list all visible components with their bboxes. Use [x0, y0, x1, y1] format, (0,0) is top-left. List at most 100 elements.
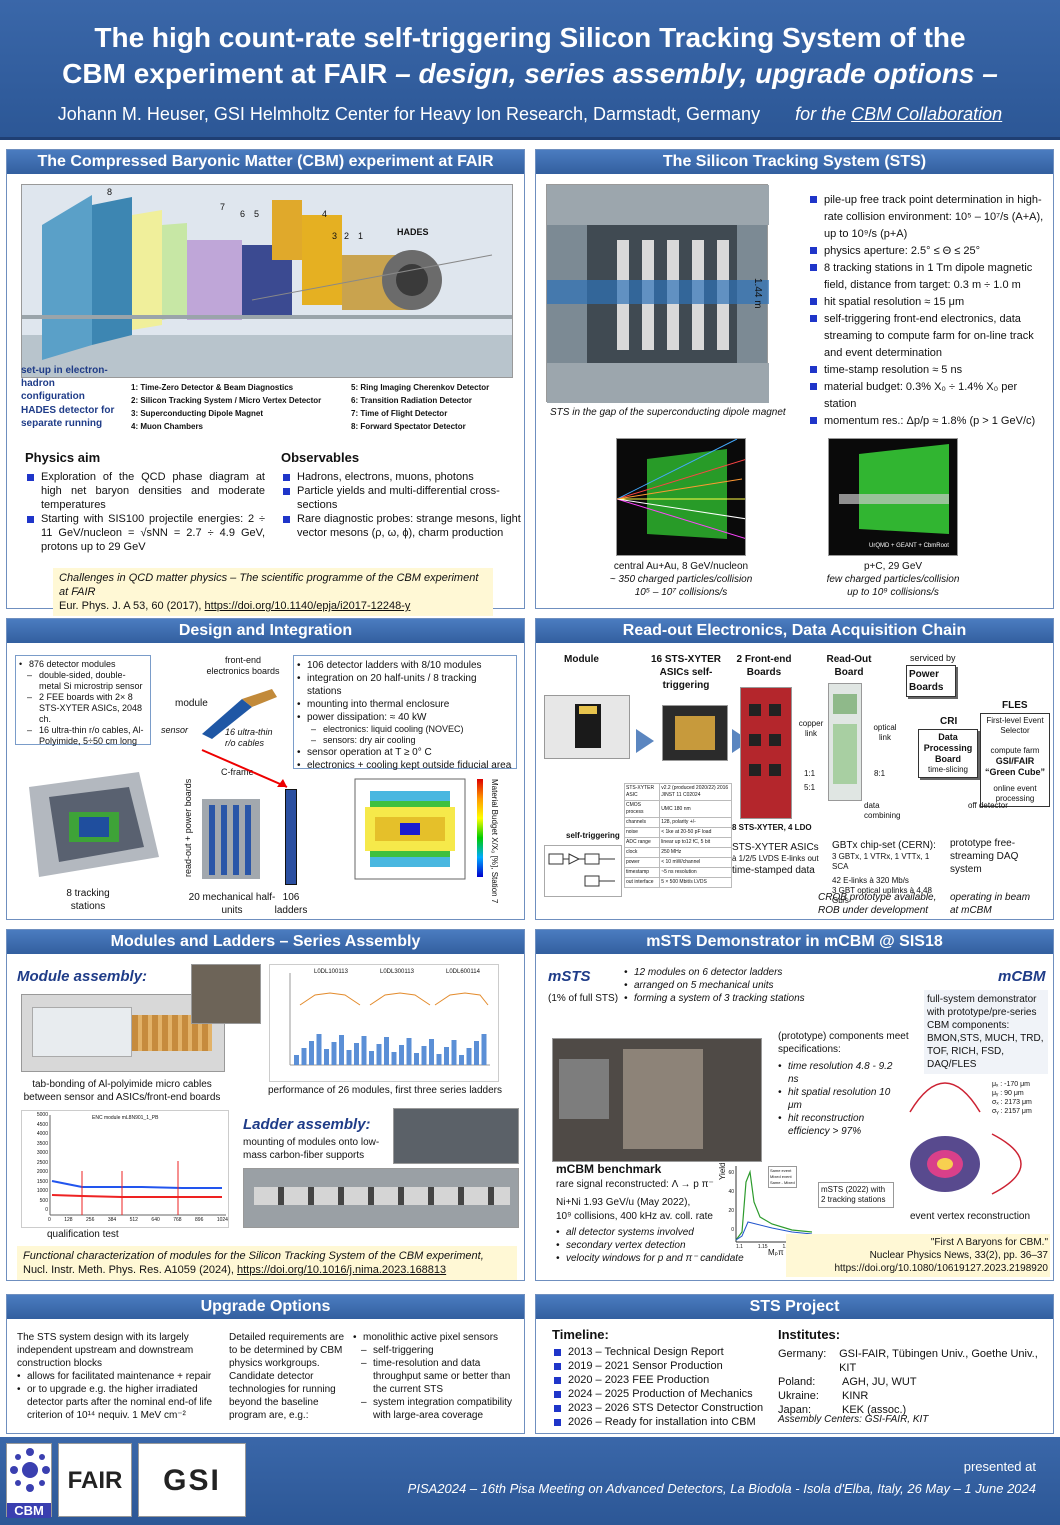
cite-line: Nuclear Physics News, 33(2), pp. 36–37	[869, 1250, 1048, 1261]
bench-line2: Ni+Ni 1.93 GeV/u (May 2022),	[556, 1197, 691, 1208]
msts-label: mSTS	[548, 968, 591, 985]
module-svg	[202, 689, 277, 739]
circuit-svg	[548, 853, 615, 887]
msts-bullets: 12 modules on 6 detector ladders arrange…	[624, 966, 854, 1005]
cite-link[interactable]: https://doi.org/10.1080/10619127.2023.21…	[834, 1263, 1048, 1274]
spec-item: hit reconstruction efficiency > 97%	[778, 1112, 898, 1138]
perf-bar	[436, 1054, 442, 1065]
vertex-param: σₓ : 2173 μm	[992, 1099, 1032, 1106]
cite-link[interactable]: https://doi.org/10.1140/epja/i2017-12248…	[204, 600, 411, 612]
box-subitem: electronics: liquid cooling (NOVEC)	[311, 724, 513, 735]
cite-title: Functional characterization of modules f…	[23, 1250, 484, 1262]
perf-bar	[346, 1050, 352, 1065]
gbtx-title: GBTx chip-set (CERN):	[832, 840, 936, 851]
ytick: 0	[731, 1227, 734, 1233]
caption-line: few charged particles/collision	[826, 574, 960, 585]
sim-pc-image: UrQMD + GEANT + CbmRoot	[828, 438, 958, 556]
spec-key: power	[623, 857, 661, 868]
msts-bullet: arranged on 5 mechanical units	[624, 979, 854, 992]
spec-row: STS-XYTER ASIC v2.2 (produced 2020/22) 20…	[623, 783, 732, 801]
gsi-logo-text: GSI	[163, 1464, 221, 1497]
institute-row: Germany: GSI-FAIR, Tübingen Univ., Goethe…	[778, 1347, 1048, 1375]
mcbm-box: full-system demonstrator with prototype/…	[924, 990, 1048, 1074]
qual-chart: ENC module mL8N901_1_PB 5000 4500 4000 3…	[21, 1110, 229, 1228]
gbtx-line: 42 E-links à 320 Mb/s	[832, 876, 909, 885]
msts-note: mSTS (2022) with 2 tracking stations	[818, 1182, 894, 1208]
power-boards[interactable]: Power Boards	[906, 665, 956, 697]
tab-caption: tab-bonding of Al-polyimide micro cables…	[23, 1079, 221, 1103]
box-item: integration on 20 half-units / 8 trackin…	[297, 672, 513, 698]
spec-table: STS-XYTER ASIC v2.2 (produced 2020/22) 20…	[623, 783, 732, 888]
num-7: 7	[220, 202, 226, 212]
vertex-caption: event vertex reconstruction	[910, 1211, 1031, 1222]
perf-bar	[391, 1052, 397, 1065]
halfunits-drawing	[197, 789, 267, 885]
legend-left: 1: Time-Zero Detector & Beam Diagnostics…	[131, 383, 341, 432]
ladder-tool-photo	[393, 1108, 519, 1164]
upgrade-subitem: system integration compatibility with la…	[361, 1396, 519, 1422]
bench-list: all detector systems involved secondary …	[556, 1226, 766, 1265]
spec-key: noise	[623, 827, 661, 838]
perf-bar	[414, 1053, 419, 1065]
xtick: 128	[64, 1217, 73, 1223]
perf-bar	[451, 1040, 457, 1065]
observable-item: Particle yields and multi-differential c…	[281, 484, 521, 512]
collab-link[interactable]: CBM Collaboration	[851, 104, 1003, 124]
mb-colorbar	[477, 779, 483, 877]
spec-key: out interface	[623, 877, 661, 888]
dpb-label: Data Processing Board	[923, 732, 973, 764]
ladder-drawing	[285, 789, 297, 885]
dpb-box[interactable]: Data Processing Board time-slicing	[918, 729, 978, 778]
num-3: 3	[332, 231, 338, 241]
beam-note: operating in beam at mCBM	[950, 892, 1031, 916]
stations-svg	[29, 772, 159, 877]
caption-line: 10⁵ – 10⁷ collisions/s	[634, 587, 728, 598]
legend-item: 5: Ring Imaging Cherenkov Detector	[351, 383, 490, 392]
box-subitem: sensors: dry air cooling	[311, 735, 513, 746]
ytick: 20	[728, 1208, 734, 1214]
box-subitem: double-sided, double-metal Si microstrip…	[27, 670, 147, 692]
legend-item: Same - Mixed	[770, 1180, 795, 1185]
num-5: 5	[254, 209, 260, 219]
flse-box: First-level Event Selector compute farm …	[980, 713, 1050, 807]
sts-caption: STS in the gap of the superconducting di…	[550, 407, 786, 418]
hades-note: HADES detector for separate running	[21, 405, 115, 429]
spec-row: timestamp ~5 ns resolution	[623, 867, 732, 878]
cbm-detector-image: HADES 8 7 6 5 4 3 2 1	[21, 184, 513, 378]
label-cframe: C-frame	[221, 767, 254, 777]
sts-magnet-image	[546, 184, 769, 403]
mb-label: Material Budget X/X₀ [%], Station 7	[490, 779, 499, 904]
collab-prefix: for the	[795, 104, 847, 124]
spec-title: (prototype) components meet specificatio…	[778, 1031, 909, 1055]
perf-bar	[474, 1041, 479, 1065]
spec-value: 128, polarity +/-	[659, 817, 732, 828]
gsi-logo: GSI	[138, 1443, 246, 1517]
perf-bar	[324, 1049, 329, 1065]
lambda-plot-svg	[735, 1166, 814, 1243]
mb-heatmap-svg	[354, 778, 466, 880]
qual-legend: ENC module mL8N901_1_PB	[92, 1115, 159, 1121]
ytick: 1500	[36, 1178, 48, 1185]
perf-bar	[399, 1045, 404, 1065]
sts-bullet: momentum res.: Δp/p ≈ 1.8% (p > 1 GeV/c)	[808, 413, 1048, 430]
num-6: 6	[240, 209, 246, 219]
institute-row: Poland: AGH, JU, WUT	[778, 1375, 1048, 1389]
cbm-detector-drawing	[22, 195, 512, 377]
msts-photo	[552, 1038, 762, 1162]
label-readout: read-out + power boards	[183, 778, 193, 877]
sts-bullet: material budget: 0.3% X₀ ÷ 1.4% X₀ per s…	[808, 379, 1048, 413]
caption-line: time-stamped data	[732, 865, 815, 876]
panel-modules: Modules and Ladders – Series Assembly Mo…	[6, 929, 525, 1281]
panel-cbm: The Compressed Baryonic Matter (CBM) exp…	[6, 149, 525, 616]
title-line2-italic: – design, series assembly, upgrade optio…	[395, 58, 998, 89]
spec-key: clock	[623, 847, 661, 858]
institute-names: AGH, JU, WUT	[842, 1376, 917, 1388]
ytick: 40	[728, 1189, 734, 1195]
spec-value: linear up to12 fC, 5 bit	[659, 837, 732, 848]
stations-drawing	[19, 767, 169, 885]
perf-bar	[459, 1055, 464, 1065]
spec-item: hit spatial resolution 10 μm	[778, 1086, 898, 1112]
timeline-item: 2020 – 2023 FEE Production	[552, 1373, 782, 1387]
spec-row: clock 250 MHz	[623, 847, 732, 858]
cite-link[interactable]: https://doi.org/10.1016/j.nima.2023.1688…	[237, 1264, 447, 1276]
